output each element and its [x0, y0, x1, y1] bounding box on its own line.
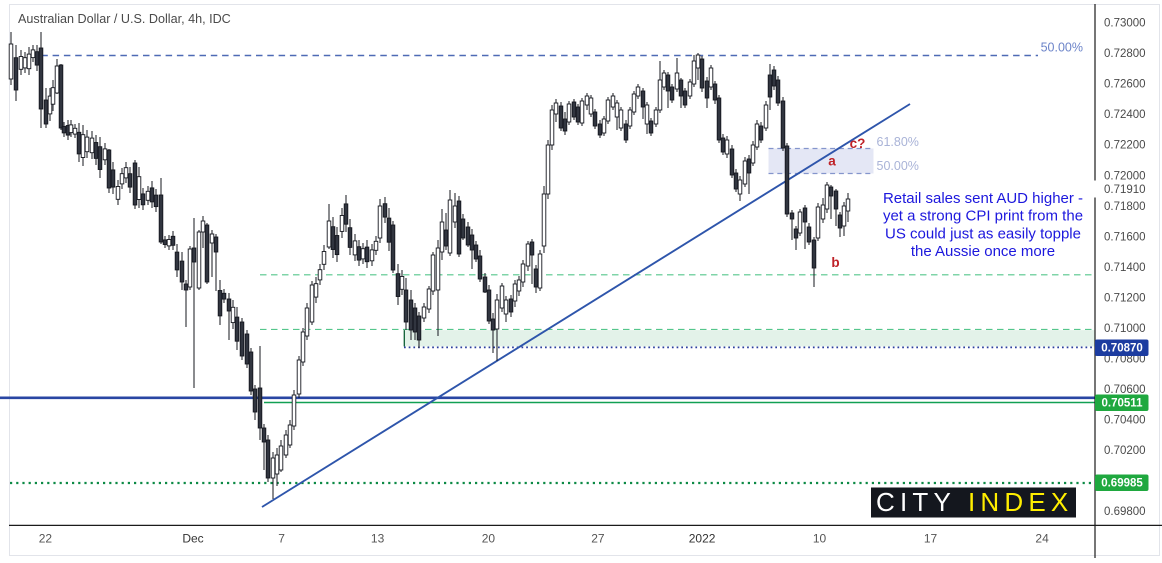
svg-text:Dec: Dec [182, 532, 203, 546]
svg-text:a: a [828, 154, 836, 169]
svg-text:2022: 2022 [689, 532, 716, 546]
svg-text:0.69800: 0.69800 [1104, 506, 1146, 518]
svg-text:61.80%: 61.80% [877, 135, 919, 149]
svg-text:0.71800: 0.71800 [1104, 201, 1146, 213]
svg-text:0.72200: 0.72200 [1104, 140, 1146, 152]
svg-text:0.71600: 0.71600 [1104, 231, 1146, 243]
svg-text:0.72000: 0.72000 [1104, 170, 1146, 182]
svg-text:24: 24 [1035, 532, 1049, 546]
svg-text:CITY INDEX: CITY INDEX [876, 487, 1073, 517]
svg-text:0.70800: 0.70800 [1104, 354, 1146, 366]
svg-text:US could just as easily topple: US could just as easily topple [885, 225, 1081, 242]
svg-text:0.71400: 0.71400 [1104, 262, 1146, 274]
svg-text:0.70600: 0.70600 [1104, 384, 1146, 396]
svg-text:0.72800: 0.72800 [1104, 48, 1146, 60]
svg-text:0.69985: 0.69985 [1101, 478, 1143, 490]
svg-text:0.70870: 0.70870 [1101, 343, 1143, 355]
svg-text:0.72600: 0.72600 [1104, 79, 1146, 91]
svg-text:50.00%: 50.00% [1041, 41, 1083, 55]
svg-text:50.00%: 50.00% [877, 159, 919, 173]
svg-text:0.70511: 0.70511 [1102, 398, 1144, 410]
svg-text:0.72400: 0.72400 [1104, 109, 1146, 121]
svg-text:27: 27 [591, 532, 605, 546]
svg-text:0.73000: 0.73000 [1104, 18, 1146, 30]
svg-text:Australian Dollar / U.S. Dolla: Australian Dollar / U.S. Dollar, 4h, IDC [18, 12, 231, 26]
svg-text:22: 22 [39, 532, 53, 546]
svg-text:the Aussie once more: the Aussie once more [911, 243, 1055, 260]
svg-text:yet a strong CPI print from th: yet a strong CPI print from the [883, 208, 1083, 225]
svg-text:7: 7 [278, 532, 285, 546]
svg-text:13: 13 [371, 532, 385, 546]
svg-text:0.70400: 0.70400 [1104, 415, 1146, 427]
svg-text:0.71200: 0.71200 [1104, 292, 1146, 304]
svg-text:20: 20 [482, 532, 496, 546]
svg-text:0.71000: 0.71000 [1104, 323, 1146, 335]
svg-text:b: b [831, 255, 839, 270]
svg-text:10: 10 [813, 532, 827, 546]
svg-text:17: 17 [924, 532, 938, 546]
svg-text:c?: c? [850, 136, 866, 151]
svg-text:0.71910: 0.71910 [1104, 184, 1146, 196]
svg-text:0.70200: 0.70200 [1104, 445, 1146, 457]
svg-text:Retail sales sent AUD higher -: Retail sales sent AUD higher - [883, 190, 1083, 207]
